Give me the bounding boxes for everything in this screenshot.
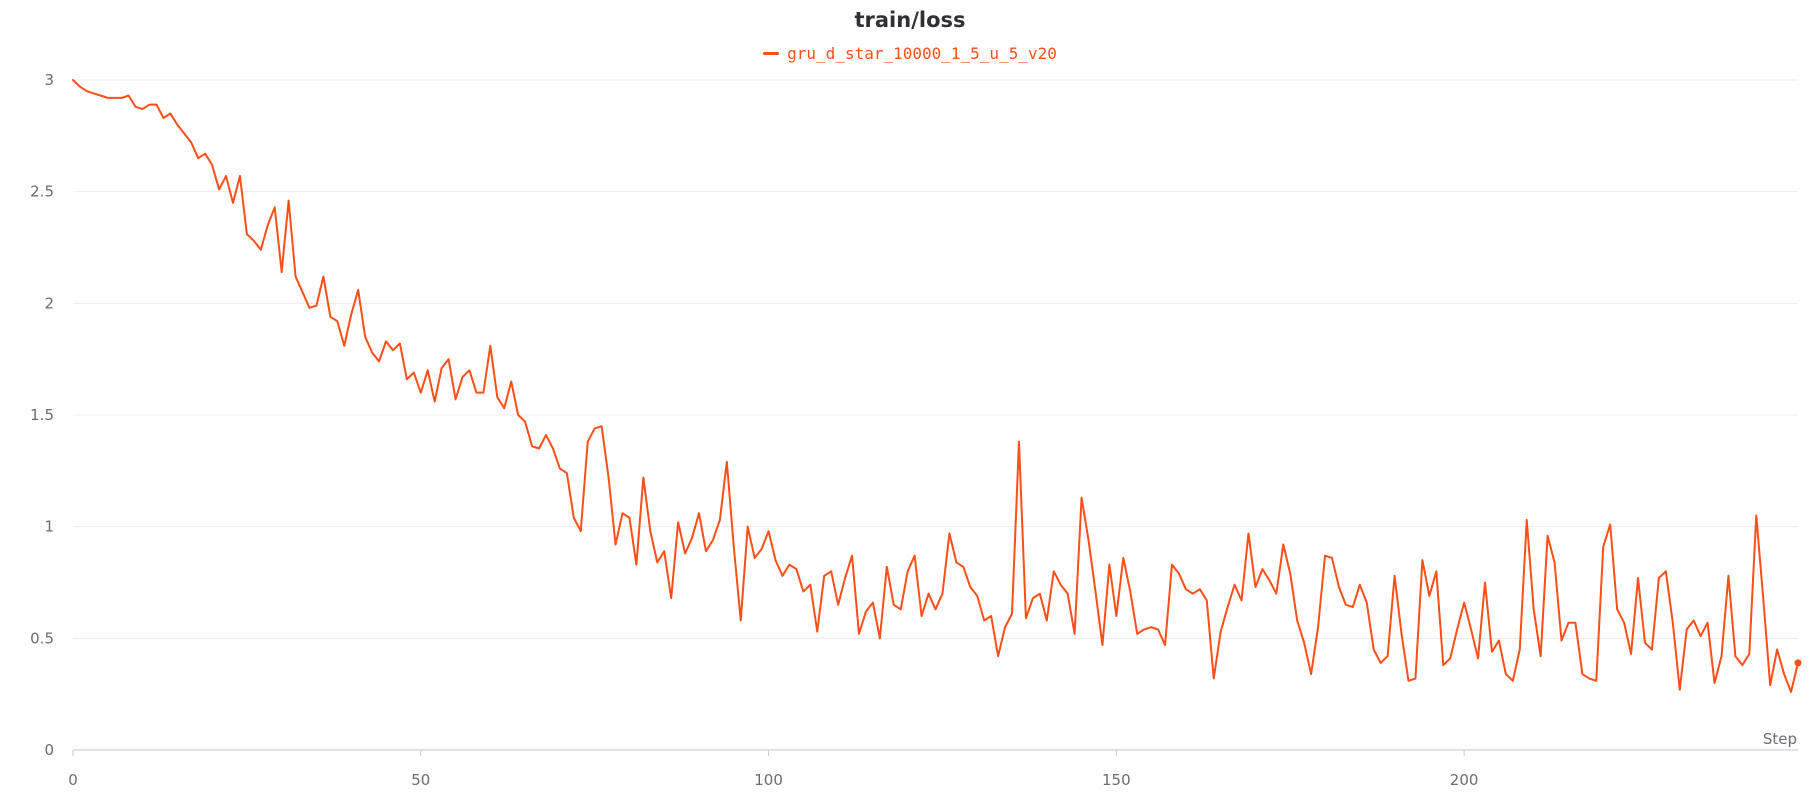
y-tick-label: 2.5	[30, 183, 54, 201]
y-tick-label: 3	[44, 71, 54, 89]
series-line[interactable]	[72, 79, 1799, 693]
legend-swatch	[763, 52, 780, 55]
gridlines	[73, 79, 1798, 639]
last-point-marker[interactable]	[1794, 659, 1802, 667]
x-tick-label: 150	[1102, 771, 1131, 789]
legend-series-label: gru_d_star_10000_1_5_u_5_v20	[787, 44, 1057, 63]
x-tick-label: 0	[68, 771, 78, 789]
x-tick-label: 100	[754, 771, 783, 789]
x-tick-label: 200	[1450, 771, 1479, 789]
y-tick-label: 2	[44, 294, 54, 312]
axes: 0 0.5 1 1.5 2 2.5 3 0 50 100 150 200 Step	[30, 71, 1798, 789]
y-tick-label: 1	[44, 518, 54, 536]
series-layer[interactable]	[72, 79, 1802, 693]
y-tick-label: 0.5	[30, 629, 54, 647]
y-tick-label: 1.5	[30, 406, 54, 424]
x-tick-label: 50	[411, 771, 430, 789]
legend[interactable]: gru_d_star_10000_1_5_u_5_v20	[0, 40, 1820, 63]
chart-title: train/loss	[854, 8, 966, 32]
y-tick-label: 0	[44, 741, 54, 759]
x-axis-label: Step	[1763, 730, 1797, 748]
legend-item[interactable]: gru_d_star_10000_1_5_u_5_v20	[763, 44, 1057, 63]
